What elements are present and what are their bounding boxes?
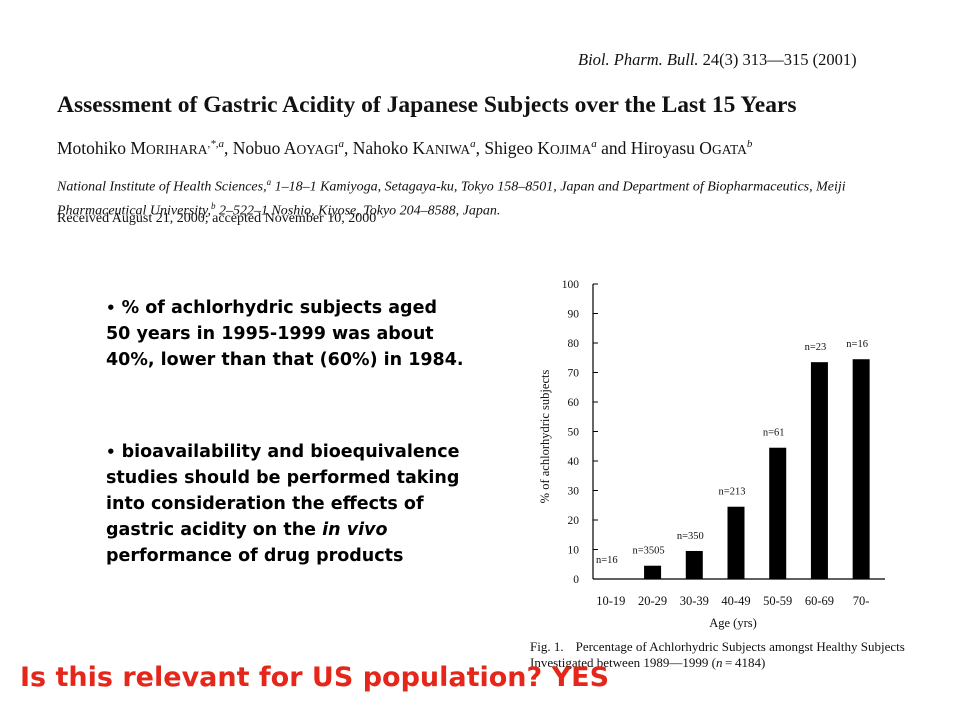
- y-tick-label: 50: [568, 427, 580, 439]
- bar: [769, 447, 787, 579]
- y-tick-label: 80: [568, 338, 580, 350]
- bar-n-label: n=350: [677, 531, 704, 542]
- y-tick-label: 100: [562, 279, 580, 291]
- bar-n-label: n=16: [596, 555, 618, 566]
- author-list: Motohiko MORIHARA,*,a, Nobuo AOYAGIa, Na…: [57, 138, 752, 159]
- x-tick-label: 40-49: [721, 594, 750, 608]
- bar: [810, 362, 828, 579]
- x-tick-label: 20-29: [638, 594, 667, 608]
- y-tick-label: 20: [568, 515, 580, 527]
- y-tick-label: 40: [568, 456, 580, 468]
- author-name: Hiroyasu OGATAb: [630, 138, 753, 158]
- x-tick-label: 60-69: [805, 594, 834, 608]
- author-and: and: [596, 138, 631, 158]
- bar-n-label: n=16: [846, 339, 868, 350]
- bar: [644, 565, 662, 579]
- y-tick-label: 30: [568, 486, 580, 498]
- bar-n-label: n=3505: [632, 546, 664, 557]
- bar: [685, 550, 703, 579]
- x-tick-label: 30-39: [680, 594, 709, 608]
- x-tick-label: 10-19: [596, 594, 625, 608]
- figure-caption: Fig. 1. Percentage of Achlorhydric Subjec…: [530, 639, 905, 670]
- bullet-point-2: • bioavailability and bioequivalence stud…: [106, 442, 460, 566]
- x-axis-label: Age (yrs): [709, 616, 757, 630]
- y-tick-label: 70: [568, 368, 580, 380]
- author-name: Motohiko MORIHARA,*,a,: [57, 138, 229, 158]
- affiliations: National Institute of Health Sciences,a …: [57, 177, 846, 219]
- author-name: Shigeo KOJIMAa: [484, 138, 597, 158]
- bar-n-label: n=61: [763, 428, 785, 439]
- bar: [852, 359, 870, 579]
- author-name: Nahoko KANIWAa,: [352, 138, 480, 158]
- journal-reference: Biol. Pharm. Bull. 24(3) 313—315 (2001): [578, 50, 857, 69]
- received-dates: Received August 21, 2000; accepted Novem…: [57, 211, 377, 226]
- y-tick-label: 10: [568, 545, 580, 557]
- x-tick-label: 70-: [853, 594, 870, 608]
- bullet-point-1: •% of achlorhydric subjects aged 50 year…: [106, 298, 464, 370]
- bar-n-label: n=23: [805, 342, 827, 353]
- y-tick-label: 60: [568, 397, 580, 409]
- y-tick-label: 90: [568, 309, 580, 321]
- author-name: Nobuo AOYAGIa,: [232, 138, 349, 158]
- bullet-dot-icon: •: [106, 299, 116, 317]
- bar-n-label: n=213: [719, 487, 746, 498]
- bar: [727, 506, 745, 579]
- x-tick-label: 50-59: [763, 594, 792, 608]
- paper-title: Assessment of Gastric Acidity of Japanes…: [57, 92, 797, 118]
- y-axis-label: % of achlorhydric subjects: [538, 370, 552, 504]
- question-banner: Is this relevant for US population? YES: [20, 662, 610, 693]
- y-tick-label: 0: [573, 574, 579, 586]
- bullet-dot-icon: •: [106, 443, 116, 461]
